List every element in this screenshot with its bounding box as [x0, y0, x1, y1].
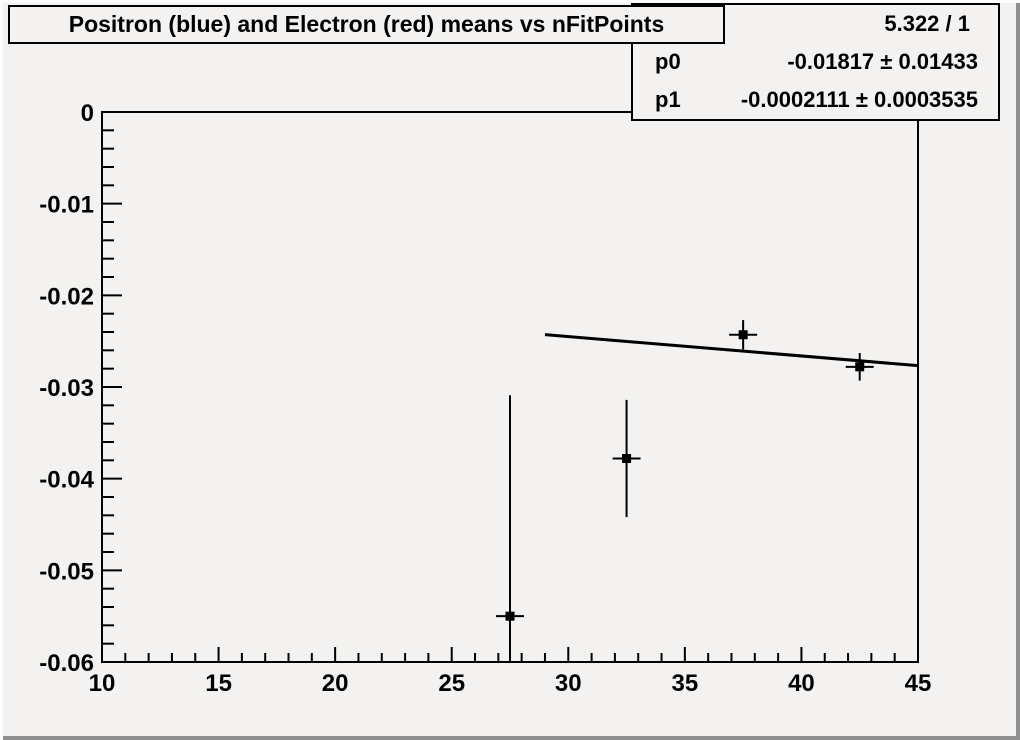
x-tick-label: 20	[322, 670, 349, 697]
x-tick-label: 40	[788, 670, 815, 697]
x-tick-label: 25	[438, 670, 465, 697]
y-tick-label: -0.02	[39, 283, 94, 310]
chi2-value: 5.322 / 1	[884, 11, 970, 36]
data-point-marker	[505, 611, 515, 621]
x-tick-label: 15	[205, 670, 232, 697]
fit-line	[544, 333, 919, 368]
param-name: p0	[655, 49, 681, 74]
x-tick-label: 45	[905, 670, 932, 697]
data-point-marker	[622, 454, 632, 463]
y-tick-label: -0.04	[39, 467, 94, 494]
x-tick-label: 10	[89, 670, 116, 697]
y-tick-label: -0.03	[39, 375, 94, 402]
param-value: -0.01817 ± 0.01433	[787, 49, 978, 74]
x-tick-label: 30	[555, 670, 582, 697]
data-point-marker	[855, 362, 865, 372]
stats-param-row-p0: p0 -0.01817 ± 0.01433	[633, 43, 998, 81]
title-box: Positron (blue) and Electron (red) means…	[8, 5, 725, 44]
plot-title: Positron (blue) and Electron (red) means…	[68, 11, 665, 37]
y-tick-label: -0.06	[39, 650, 94, 677]
stats-param-row-p1: p1 -0.0002111 ± 0.0003535	[633, 81, 998, 119]
param-value: -0.0002111 ± 0.0003535	[740, 87, 978, 112]
param-name: p1	[655, 87, 681, 112]
y-tick-label: -0.05	[39, 558, 94, 585]
x-tick-label: 35	[672, 670, 699, 697]
stats-chi2-row: 5.322 / 1	[633, 5, 998, 43]
data-point-marker	[738, 330, 748, 340]
y-tick-label: 0	[81, 100, 94, 127]
y-tick-label: -0.01	[39, 192, 94, 219]
